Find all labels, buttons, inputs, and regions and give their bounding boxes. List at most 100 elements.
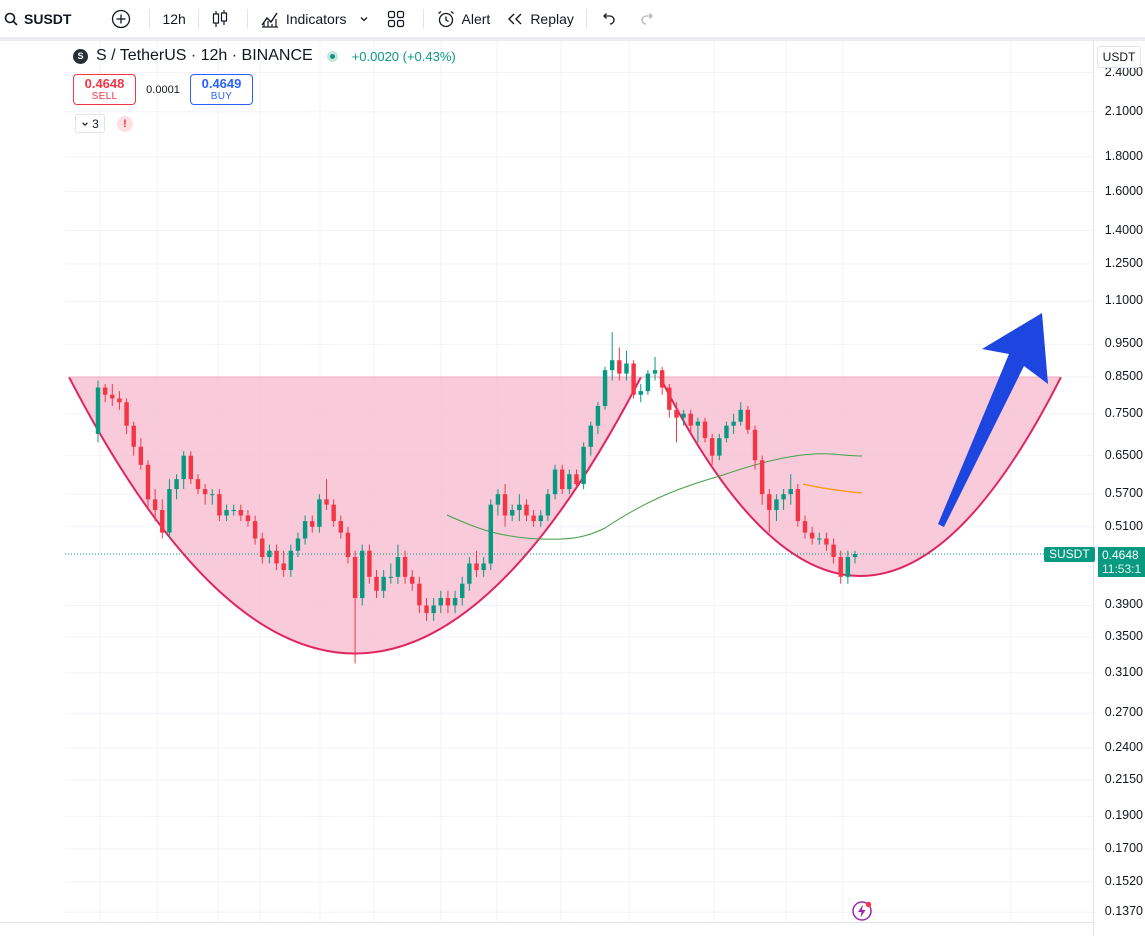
buy-price: 0.4649: [201, 75, 242, 91]
candle-body: [481, 563, 486, 571]
price-tick-label: 0.6500: [1104, 447, 1143, 462]
warning-icon[interactable]: !: [117, 115, 133, 132]
candle-body: [488, 504, 493, 564]
candle: [767, 489, 772, 533]
candle-body: [495, 494, 501, 505]
price-tick-label: 0.3100: [1104, 664, 1143, 679]
candle: [410, 570, 415, 591]
price-tick-label: 1.2500: [1104, 255, 1143, 270]
chevron-down-icon: [359, 14, 375, 24]
candle: [674, 402, 679, 443]
candle-body: [831, 544, 836, 558]
candle-body: [602, 370, 608, 406]
chart-type-button[interactable]: [203, 0, 243, 37]
candle: [224, 504, 229, 522]
price-scale[interactable]: 2.4000 2.1000 1.8000 1.6000 1.4000 1.2500 1.10…: [1093, 41, 1145, 936]
candle: [295, 532, 301, 558]
candle-body: [624, 363, 629, 374]
candle: [281, 550, 286, 577]
candle: [267, 544, 272, 564]
candle-body: [288, 550, 294, 571]
candle-body: [410, 576, 415, 584]
candle-body: [274, 550, 279, 564]
candle-body: [609, 360, 615, 371]
chart-pane[interactable]: [0, 41, 1145, 936]
candle-body: [431, 605, 436, 614]
legend-title[interactable]: S / TetherUS · 12h · BINANCE: [96, 47, 313, 64]
sell-button[interactable]: 0.4648 SELL: [73, 74, 136, 105]
candle: [152, 489, 158, 522]
candle: [302, 515, 308, 545]
candle-body: [752, 429, 758, 461]
candle-body: [167, 489, 172, 533]
price-chart[interactable]: [0, 41, 1093, 936]
candle-body: [788, 489, 793, 495]
price-tick-label: 0.2400: [1104, 739, 1143, 754]
moving-average-orange: [802, 483, 863, 494]
candle: [231, 504, 236, 516]
candle-body: [445, 598, 451, 606]
candle-body: [781, 494, 786, 500]
candle-body: [202, 489, 208, 495]
symbol-search-button[interactable]: SUSDT: [0, 0, 79, 37]
candle-body: [438, 598, 444, 606]
price-tick-label: 0.7500: [1104, 405, 1143, 420]
interval-label: 12h: [162, 10, 186, 27]
candle-body: [838, 557, 843, 577]
candle-body: [467, 563, 472, 584]
layouts-button[interactable]: [379, 0, 419, 37]
cup-pattern-right-curve: [659, 376, 1062, 577]
candle: [524, 499, 529, 522]
candle: [717, 433, 722, 461]
candle: [95, 380, 101, 443]
candlestick-series: [95, 332, 858, 664]
candle: [681, 409, 686, 426]
interval-button[interactable]: 12h: [154, 0, 193, 37]
replay-label: Replay: [530, 10, 574, 27]
candle-body: [767, 494, 772, 511]
indicators-toggle[interactable]: 3: [75, 114, 105, 133]
candle-body: [845, 557, 851, 577]
indicators-dropdown-button[interactable]: [355, 0, 379, 37]
candle: [352, 550, 358, 664]
price-tick-label: 2.1000: [1104, 103, 1143, 118]
indicators-label: Indicators: [285, 10, 347, 27]
candle-body: [117, 398, 122, 403]
buy-button[interactable]: 0.4649 BUY: [190, 74, 253, 105]
candle: [695, 417, 701, 443]
candle-body: [267, 550, 272, 558]
candle: [509, 504, 515, 522]
candle-body: [738, 409, 743, 422]
compare-button[interactable]: [103, 0, 145, 37]
currency-unit-button[interactable]: USDT: [1097, 46, 1141, 68]
candle: [538, 510, 543, 527]
candle-body: [702, 421, 708, 439]
candle-body: [360, 550, 365, 599]
candle: [781, 489, 786, 511]
candle: [138, 438, 144, 470]
replay-button[interactable]: Replay: [498, 0, 582, 37]
redo-button[interactable]: [631, 0, 671, 37]
candle: [402, 550, 408, 584]
candle: [110, 383, 115, 406]
candle: [460, 576, 465, 606]
candle-body: [338, 521, 344, 533]
sell-label: SELL: [91, 90, 118, 102]
price-tick-label: 0.1900: [1104, 808, 1143, 823]
candle-body: [667, 387, 672, 410]
indicators-button[interactable]: Indicators: [252, 0, 355, 37]
price-tick-label: 1.4000: [1104, 222, 1143, 237]
candle-body: [538, 515, 543, 522]
candle: [181, 451, 186, 490]
symbol-label: SUSDT: [24, 10, 72, 27]
candle-body: [809, 532, 815, 539]
alert-button[interactable]: Alert: [428, 0, 499, 37]
candle: [838, 550, 843, 584]
undo-button[interactable]: [591, 0, 631, 37]
lightning-icon[interactable]: [851, 900, 873, 922]
candle: [102, 383, 108, 403]
toolbar-divider: [585, 8, 587, 29]
candle-body: [774, 499, 779, 511]
candle-body: [417, 583, 422, 606]
candle-body: [567, 474, 572, 490]
